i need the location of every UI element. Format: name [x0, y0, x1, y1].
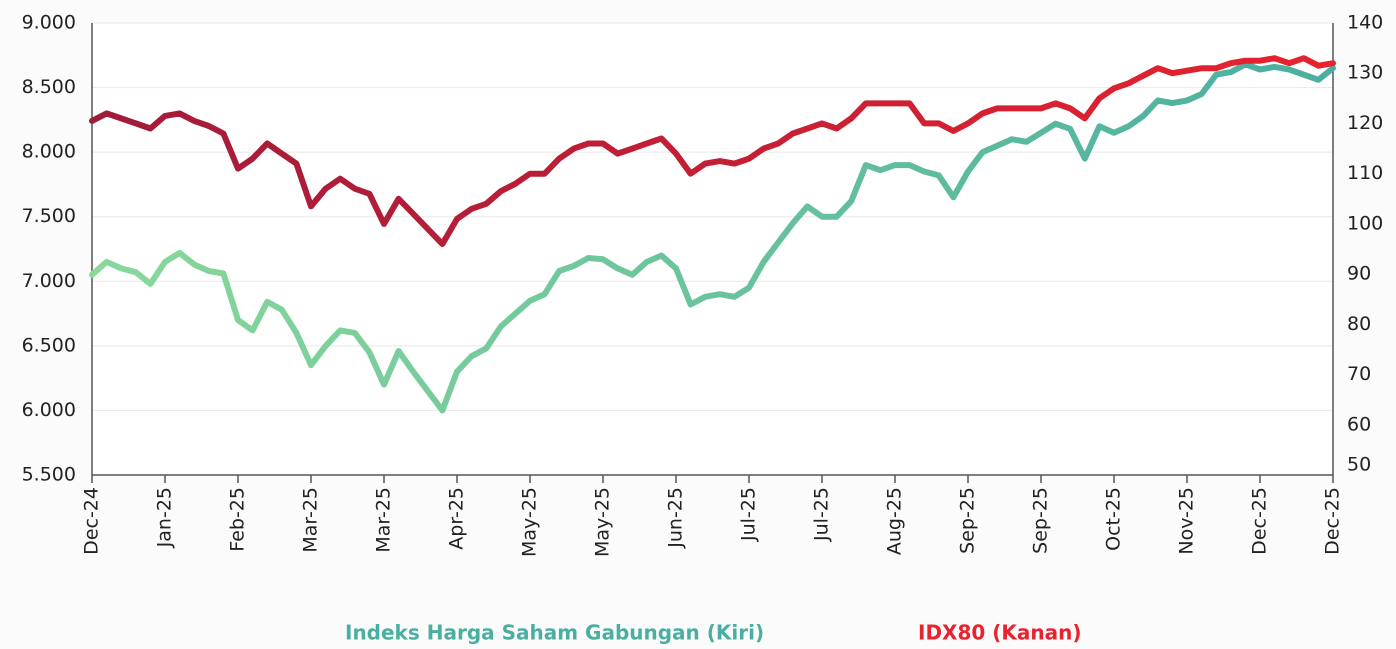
y2-tick-label: 50	[1347, 454, 1371, 476]
y-tick-label: 5.500	[22, 464, 76, 486]
x-tick-label: Mar-25	[373, 487, 395, 553]
plot-area	[92, 23, 1333, 475]
y-tick-label: 6.000	[22, 399, 76, 421]
x-tick-label: Aug-25	[884, 487, 906, 555]
x-tick-label: Feb-25	[227, 487, 249, 552]
y2-tick-label: 130	[1347, 62, 1383, 84]
y2-tick-label: 140	[1347, 12, 1383, 34]
x-tick-label: Nov-25	[1176, 487, 1198, 555]
x-tick-label: Jun-25	[665, 487, 687, 549]
legend-label: IDX80 (Kanan)	[918, 621, 1082, 645]
y2-tick-label: 120	[1347, 112, 1383, 134]
x-tick-label: Oct-25	[1103, 487, 1125, 551]
x-tick-label: Apr-25	[446, 487, 468, 550]
series-line	[89, 61, 1336, 414]
x-tick-label: Dec-24	[81, 487, 103, 555]
x-tick-label: Dec-25	[1322, 487, 1344, 555]
y-tick-label: 8.000	[22, 141, 76, 163]
x-tick-label: Sep-25	[1030, 487, 1052, 554]
x-tick-label: Dec-25	[1249, 487, 1271, 555]
y-tick-label: 8.500	[22, 76, 76, 98]
y-tick-label: 9.000	[22, 12, 76, 34]
y2-tick-label: 80	[1347, 313, 1371, 335]
y2-tick-label: 90	[1347, 263, 1371, 285]
x-tick-label: Jul-25	[811, 487, 833, 542]
y2-tick-label: 60	[1347, 413, 1371, 435]
x-tick-label: Jul-25	[738, 487, 760, 542]
y2-tick-label: 110	[1347, 162, 1383, 184]
y-tick-label: 6.500	[22, 334, 76, 356]
x-tick-label: Jan-25	[154, 487, 176, 548]
x-tick-label: May-25	[519, 487, 541, 557]
series-line	[89, 55, 1336, 247]
y-tick-label: 7.000	[22, 270, 76, 292]
y2-tick-label: 100	[1347, 212, 1383, 234]
y-tick-label: 7.500	[22, 205, 76, 227]
x-tick-label: May-25	[592, 487, 614, 557]
x-tick-label: Mar-25	[300, 487, 322, 553]
y2-tick-label: 70	[1347, 363, 1371, 385]
x-tick-label: Sep-25	[957, 487, 979, 554]
legend-label: Indeks Harga Saham Gabungan (Kiri)	[345, 621, 764, 645]
